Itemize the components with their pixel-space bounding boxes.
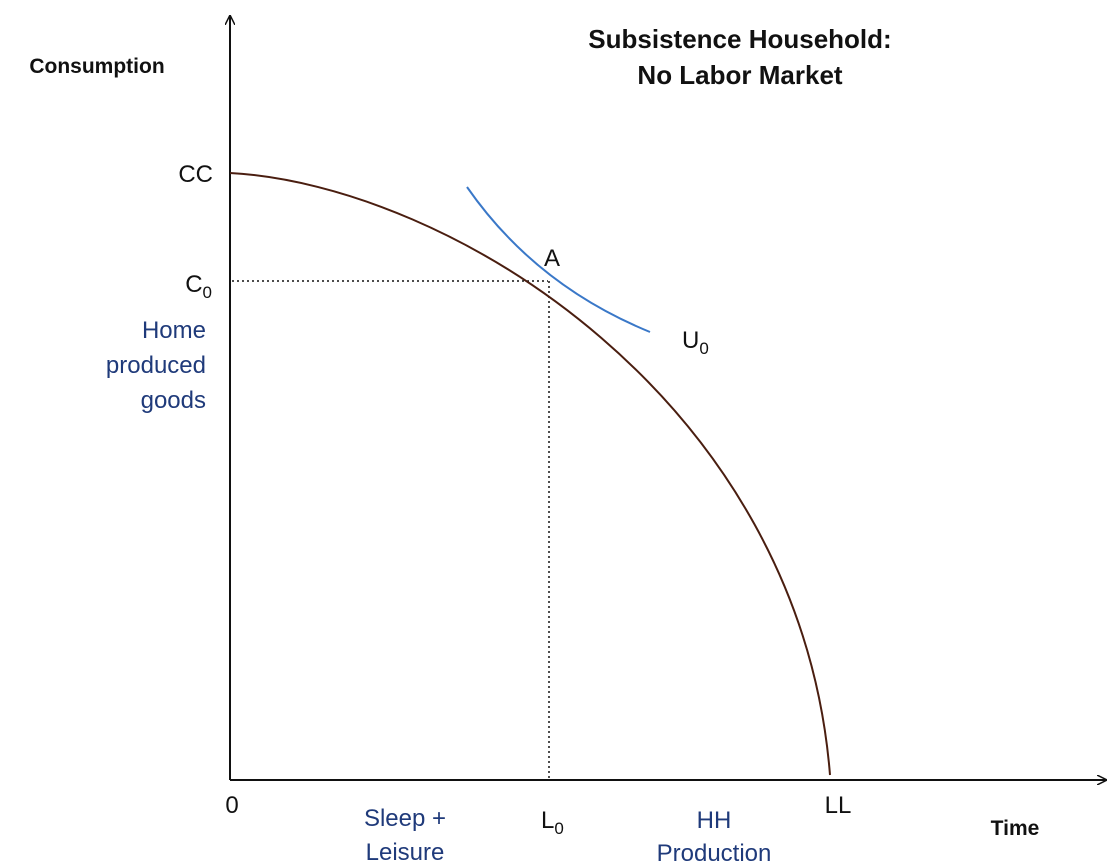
ll-label: LL bbox=[825, 792, 852, 819]
cc-label: CC bbox=[178, 161, 213, 188]
y-axis-label: Consumption bbox=[29, 55, 164, 78]
c0-text: C bbox=[185, 271, 202, 298]
x-axis-label: Time bbox=[991, 817, 1040, 840]
title-line: Subsistence Household: bbox=[588, 24, 891, 54]
c0-sub: 0 bbox=[203, 283, 212, 302]
region-label: produced bbox=[106, 352, 206, 379]
origin-label: 0 bbox=[225, 792, 238, 819]
curve-label: U0 bbox=[682, 327, 709, 358]
region-label: HH bbox=[697, 807, 732, 834]
l0-text: L bbox=[541, 807, 554, 834]
c0-label: C0 bbox=[185, 271, 212, 302]
region-label: Production bbox=[657, 840, 772, 865]
l0-label: L0 bbox=[541, 807, 564, 838]
u0-sub: 0 bbox=[699, 339, 708, 358]
point-label: A bbox=[544, 245, 560, 272]
region-label: Leisure bbox=[366, 839, 445, 865]
region-label: goods bbox=[141, 387, 206, 414]
region-label: Home bbox=[142, 317, 206, 344]
l0-sub: 0 bbox=[554, 819, 563, 838]
title-line: No Labor Market bbox=[637, 60, 842, 90]
u0-text: U bbox=[682, 327, 699, 354]
region-label: Sleep + bbox=[364, 805, 446, 832]
indifference-curve bbox=[466, 186, 651, 333]
production-frontier bbox=[229, 172, 831, 776]
